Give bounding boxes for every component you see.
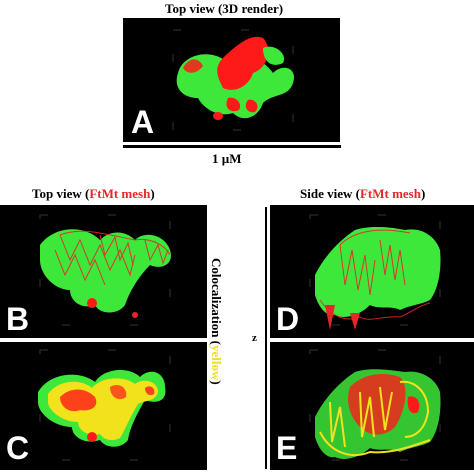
coloc-prefix: Colocalization ( (209, 258, 224, 346)
right-title-prefix: Side view ( (300, 186, 360, 201)
top-view-title-text: Top view (3D render) (165, 1, 284, 16)
right-title-highlight: FtMt mesh (359, 186, 421, 201)
panel-c-label: C (6, 430, 30, 466)
panel-e-label: E (276, 430, 298, 466)
panel-b: B (0, 205, 207, 338)
top-view-title: Top view (3D render) (165, 1, 283, 17)
panel-b-label: B (6, 301, 30, 337)
panel-a-render (172, 29, 294, 131)
scale-bar-label: 1 µM (212, 151, 242, 166)
left-title-prefix: Top view ( (32, 186, 90, 201)
scale-bar (123, 145, 341, 148)
panel-d-render (309, 214, 441, 330)
panel-d: D (270, 205, 474, 338)
left-title-highlight: FtMt mesh (89, 186, 151, 201)
panel-c: C (0, 342, 207, 470)
coloc-highlight: yellow (209, 345, 224, 381)
z-axis-label: z (252, 332, 257, 344)
panel-d-label: D (276, 301, 300, 337)
panel-e-render (309, 349, 441, 461)
left-title-suffix: ) (150, 186, 155, 201)
left-column-title: Top view (FtMt mesh) (32, 186, 155, 202)
panel-a-label: A (131, 104, 155, 140)
panel-c-render (38, 349, 171, 461)
panel-a: A (123, 18, 340, 142)
right-column-title: Side view (FtMt mesh) (300, 186, 425, 202)
z-axis-line (265, 207, 267, 469)
colocalization-label: Colocalization (yellow) (208, 258, 224, 385)
right-title-suffix: ) (420, 186, 426, 201)
coloc-suffix: ) (209, 380, 224, 385)
panel-e: E (270, 342, 474, 470)
panel-b-render (39, 214, 171, 326)
